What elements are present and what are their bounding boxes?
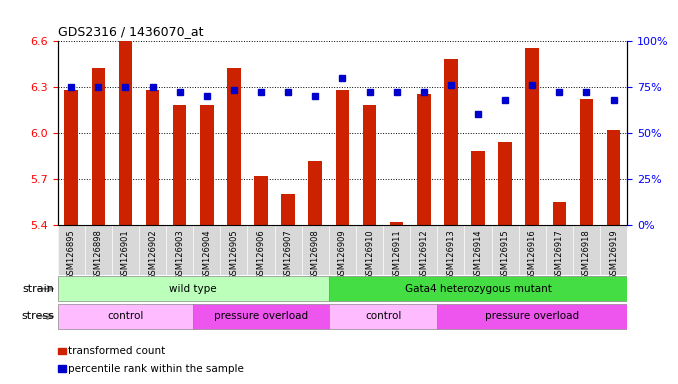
Bar bbox=[553, 202, 566, 225]
Bar bbox=[173, 105, 186, 225]
Bar bbox=[390, 222, 403, 225]
Bar bbox=[58, 304, 193, 329]
Bar bbox=[471, 151, 485, 225]
Text: GSM126901: GSM126901 bbox=[121, 229, 130, 280]
Bar bbox=[308, 161, 322, 225]
Bar bbox=[64, 90, 78, 225]
Text: GSM126902: GSM126902 bbox=[148, 229, 157, 280]
Bar bbox=[363, 105, 376, 225]
Text: pressure overload: pressure overload bbox=[485, 311, 579, 321]
Text: GSM126915: GSM126915 bbox=[500, 229, 510, 280]
Bar bbox=[200, 105, 214, 225]
Bar bbox=[417, 94, 431, 225]
Text: strain: strain bbox=[22, 284, 54, 294]
Text: GSM126907: GSM126907 bbox=[283, 229, 293, 280]
Text: GSM126917: GSM126917 bbox=[555, 229, 564, 280]
Text: GSM126916: GSM126916 bbox=[527, 229, 537, 280]
Text: GSM126898: GSM126898 bbox=[94, 229, 103, 280]
Text: control: control bbox=[107, 311, 144, 321]
Text: percentile rank within the sample: percentile rank within the sample bbox=[68, 364, 244, 374]
Text: GSM126903: GSM126903 bbox=[175, 229, 184, 280]
Bar bbox=[444, 59, 458, 225]
Bar bbox=[254, 176, 268, 225]
Text: GSM126895: GSM126895 bbox=[66, 229, 76, 280]
Text: GSM126905: GSM126905 bbox=[229, 229, 239, 280]
Text: GSM126906: GSM126906 bbox=[256, 229, 266, 280]
Text: GDS2316 / 1436070_at: GDS2316 / 1436070_at bbox=[58, 25, 203, 38]
Bar bbox=[336, 90, 349, 225]
Text: transformed count: transformed count bbox=[68, 346, 165, 356]
Text: Gata4 heterozygous mutant: Gata4 heterozygous mutant bbox=[405, 284, 551, 294]
Text: control: control bbox=[365, 311, 401, 321]
Text: wild type: wild type bbox=[170, 284, 217, 294]
Bar bbox=[607, 130, 620, 225]
Bar bbox=[525, 48, 539, 225]
Text: GSM126913: GSM126913 bbox=[446, 229, 456, 280]
Bar bbox=[58, 276, 329, 301]
Bar bbox=[193, 304, 329, 329]
Bar bbox=[437, 304, 627, 329]
Bar bbox=[146, 90, 159, 225]
Bar bbox=[92, 68, 105, 225]
Bar bbox=[227, 68, 241, 225]
Text: GSM126919: GSM126919 bbox=[609, 229, 618, 280]
Bar bbox=[281, 194, 295, 225]
Bar bbox=[498, 142, 512, 225]
Text: GSM126908: GSM126908 bbox=[311, 229, 320, 280]
Bar bbox=[329, 276, 627, 301]
Text: pressure overload: pressure overload bbox=[214, 311, 308, 321]
Bar bbox=[119, 41, 132, 225]
Text: GSM126909: GSM126909 bbox=[338, 229, 347, 280]
Bar bbox=[329, 304, 437, 329]
Text: GSM126910: GSM126910 bbox=[365, 229, 374, 280]
Text: stress: stress bbox=[22, 311, 54, 321]
Text: GSM126918: GSM126918 bbox=[582, 229, 591, 280]
Text: GSM126914: GSM126914 bbox=[473, 229, 483, 280]
Text: GSM126912: GSM126912 bbox=[419, 229, 428, 280]
Text: GSM126904: GSM126904 bbox=[202, 229, 212, 280]
Text: GSM126911: GSM126911 bbox=[392, 229, 401, 280]
Bar bbox=[580, 99, 593, 225]
